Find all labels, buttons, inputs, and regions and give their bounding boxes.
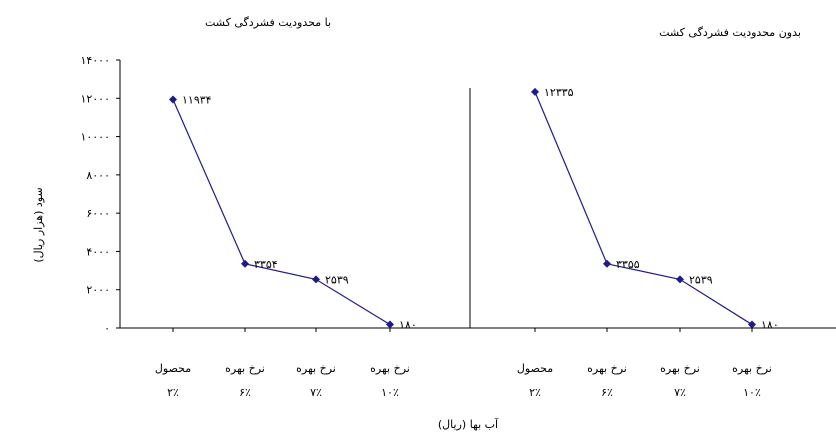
data-label: ۳۳۵۴	[254, 258, 278, 271]
panel-title: با محدودیت فشردگی کشت	[205, 16, 331, 29]
data-point	[531, 87, 539, 96]
x-category-label: نرخ بهره	[660, 362, 700, 375]
x-category-sublabel: ۱۰٪	[381, 386, 399, 399]
y-tick-label: ۰	[104, 322, 110, 335]
x-category-label: نرخ بهره	[587, 362, 627, 375]
x-category-sublabel: ۶٪	[601, 386, 613, 399]
x-category-label: نرخ بهره	[296, 362, 336, 375]
y-axis-title: سود (هزار ریال)	[32, 187, 45, 262]
x-category-label: نرخ بهره	[225, 362, 265, 375]
x-category-label: نرخ بهره	[732, 362, 772, 375]
y-tick-label: ۱۰۰۰۰	[80, 131, 110, 144]
y-tick-label: ۱۲۰۰۰	[80, 92, 110, 105]
y-tick-label: ۶۰۰۰	[86, 207, 110, 220]
y-tick-label: ۱۴۰۰۰	[80, 54, 110, 67]
series-line	[534, 91, 753, 326]
data-label: ۳۳۵۵	[616, 258, 640, 271]
data-label: ۲۵۳۹	[325, 273, 349, 286]
x-category-label: محصول	[517, 362, 553, 375]
y-tick-label: ۲۰۰۰	[86, 284, 110, 297]
panel-title: بدون محدودیت فشردگی کشت	[659, 26, 801, 39]
x-axis-title: آب بها (ریال)	[438, 417, 499, 431]
x-category-sublabel: ۶٪	[239, 386, 251, 399]
data-point	[169, 95, 177, 104]
x-category-label: نرخ بهره	[370, 362, 410, 375]
data-label: ۲۵۳۹	[689, 273, 713, 286]
x-category-sublabel: ۷٪	[310, 386, 322, 399]
x-category-sublabel: ۷٪	[674, 386, 686, 399]
series-line	[172, 99, 391, 326]
data-point	[603, 259, 611, 268]
y-tick-label: ۸۰۰۰	[86, 169, 110, 182]
data-point	[241, 259, 249, 268]
y-tick-label: ۴۰۰۰	[86, 245, 110, 258]
x-category-label: محصول	[155, 362, 191, 375]
data-label: ۱۸۰	[399, 319, 417, 332]
data-label: ۱۲۳۳۵	[544, 86, 574, 99]
x-category-sublabel: ۱۰٪	[743, 386, 761, 399]
data-point	[676, 275, 684, 284]
data-label: ۱۸۰	[761, 319, 779, 332]
x-category-sublabel: ۲٪	[167, 386, 179, 399]
data-point	[386, 320, 394, 329]
data-point	[748, 320, 756, 329]
x-category-sublabel: ۲٪	[529, 386, 541, 399]
data-point	[312, 275, 320, 284]
data-label: ۱۱۹۳۴	[182, 94, 212, 107]
